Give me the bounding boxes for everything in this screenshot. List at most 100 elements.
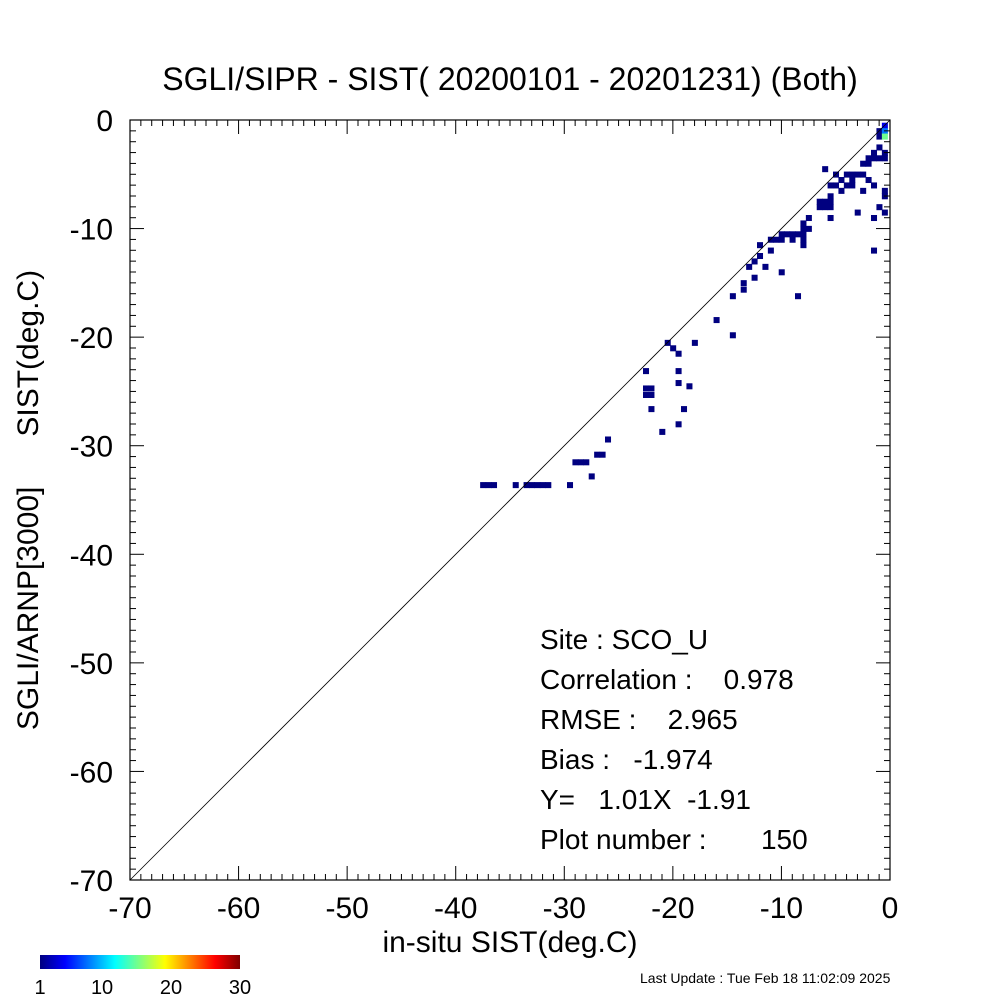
last-update-text: Last Update : Tue Feb 18 11:02:09 2025: [640, 970, 891, 986]
heatmap-cell: [800, 225, 807, 232]
heatmap-cell: [648, 385, 655, 392]
y-tick-label: -30: [70, 431, 113, 464]
y-tick-label: -10: [70, 214, 113, 247]
heatmap-cell: [860, 171, 867, 178]
one-to-one-line: [129, 119, 891, 881]
y-tick-label: -60: [70, 756, 113, 789]
heatmap-cell: [849, 177, 856, 184]
heatmap-cell: [800, 236, 807, 243]
heatmap-cell: [854, 171, 861, 178]
heatmap-cell: [871, 247, 878, 254]
heatmap-cell: [778, 231, 785, 238]
heatmap-cell: [827, 193, 834, 200]
heatmap-cell: [767, 247, 774, 254]
heatmap-cell: [643, 385, 650, 392]
heatmap-cell: [805, 215, 812, 222]
heatmap-cell: [865, 155, 872, 162]
heatmap-cell: [789, 236, 796, 243]
heatmap-cell: [681, 406, 688, 413]
colorbar: [40, 955, 240, 969]
heatmap-cell: [854, 209, 861, 216]
heatmap-cell: [827, 198, 834, 205]
heatmap-cell: [800, 231, 807, 238]
heatmap-bins: [480, 122, 888, 489]
heatmap-cell: [648, 391, 655, 398]
chart-title: SGLI/SIPR - SIST( 20200101 - 20201231) (…: [162, 61, 857, 97]
heatmap-cell: [871, 215, 878, 222]
heatmap-cell: [871, 182, 878, 189]
heatmap-cell: [838, 177, 845, 184]
heatmap-cell: [816, 198, 823, 205]
heatmap-cell: [659, 428, 666, 435]
colorbar-tick-label: 10: [91, 977, 113, 999]
heatmap-cell: [729, 293, 736, 300]
heatmap-cell: [740, 286, 747, 293]
heatmap-cell: [827, 204, 834, 211]
x-tick-label: 0: [882, 892, 899, 925]
y-tick-labels: 0 -10 -20 -30 -40 -50 -60 -70: [70, 105, 113, 898]
statistics-box: Site : SCO_U Correlation : 0.978 RMSE : 2.…: [540, 624, 808, 855]
heatmap-cell: [881, 209, 888, 216]
heatmap-cell: [849, 182, 856, 189]
heatmap-cell: [746, 263, 753, 270]
heatmap-cell: [588, 473, 595, 480]
y-axis-label: SGLI/ARNP[3000] SIST(deg.C): [12, 270, 45, 730]
heatmap-cell: [865, 177, 872, 184]
heatmap-cell: [686, 383, 693, 390]
heatmap-cell: [675, 421, 682, 428]
heatmap-cell: [751, 274, 758, 281]
heatmap-cell: [767, 236, 774, 243]
x-tick-label: -70: [108, 892, 151, 925]
stat-line: RMSE : 2.965: [540, 704, 738, 735]
heatmap-cell: [843, 171, 850, 178]
heatmap-cell: [822, 166, 829, 173]
heatmap-cell: [860, 160, 867, 167]
heatmap-cell: [827, 215, 834, 222]
colorbar-labels: 1 10 20 30: [34, 977, 251, 999]
y-tick-label: -20: [70, 322, 113, 355]
heatmap-cell: [485, 482, 492, 489]
heatmap-cell: [816, 204, 823, 211]
heatmap-cell: [567, 482, 574, 489]
y-tick-label: -40: [70, 539, 113, 572]
heatmap-cell: [843, 182, 850, 189]
heatmap-cell: [865, 160, 872, 167]
heatmap-cell: [675, 350, 682, 357]
heatmap-cell: [740, 280, 747, 287]
heatmap-cell: [751, 258, 758, 265]
heatmap-cell: [643, 391, 650, 398]
heatmap-cell: [881, 187, 888, 194]
heatmap-cell: [876, 144, 883, 151]
heatmap-cell: [876, 133, 883, 140]
heatmap-cell: [881, 133, 888, 140]
y-tick-label: -50: [70, 648, 113, 681]
heatmap-cell: [675, 380, 682, 387]
heatmap-cell: [784, 231, 791, 238]
heatmap-cell: [523, 482, 530, 489]
heatmap-cell: [643, 368, 650, 375]
x-tick-labels: -70 -60 -50 -40 -30 -20 -10 0: [108, 892, 898, 925]
minor-ticks: [130, 120, 890, 880]
heatmap-cell: [822, 198, 829, 205]
heatmap-cell: [480, 482, 487, 489]
x-tick-label: -50: [325, 892, 368, 925]
heatmap-cell: [762, 263, 769, 270]
y-tick-label: 0: [96, 105, 113, 138]
stat-line: Bias : -1.974: [540, 744, 713, 775]
x-tick-label: -30: [543, 892, 586, 925]
heatmap-cell: [881, 122, 888, 129]
x-tick-label: -60: [217, 892, 260, 925]
heatmap-cell: [876, 155, 883, 162]
heatmap-cell: [534, 482, 541, 489]
stat-line: Site : SCO_U: [540, 624, 708, 655]
heatmap-cell: [860, 187, 867, 194]
heatmap-cell: [881, 155, 888, 162]
heatmap-cell: [757, 253, 764, 260]
stat-line: Plot number : 150: [540, 824, 808, 855]
heatmap-cell: [605, 436, 612, 443]
heatmap-cell: [876, 128, 883, 135]
heatmap-cell: [529, 482, 536, 489]
heatmap-cell: [800, 242, 807, 249]
heatmap-cell: [849, 171, 856, 178]
heatmap-cell: [805, 225, 812, 232]
